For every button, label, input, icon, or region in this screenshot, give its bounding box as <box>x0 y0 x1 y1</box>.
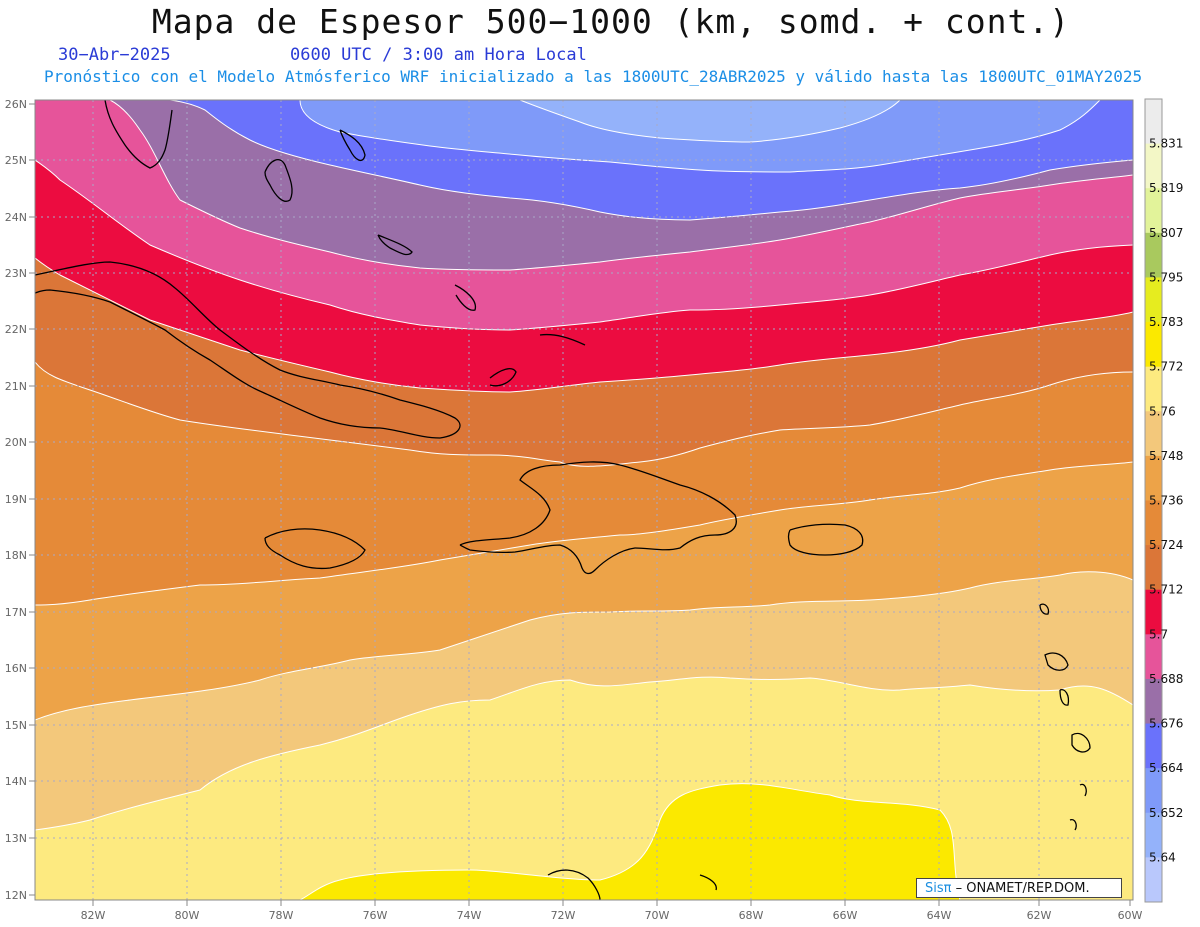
legend-swatch <box>1145 812 1162 858</box>
legend-swatch <box>1145 411 1162 457</box>
legend-label: 5.831 <box>1149 137 1183 151</box>
legend-label: 5.7 <box>1149 627 1168 641</box>
coast-antilles-2 <box>1071 732 1091 753</box>
legend-label: 5.748 <box>1149 449 1183 463</box>
contour-bands <box>35 100 1133 900</box>
legend-label: 5.807 <box>1149 226 1183 240</box>
lon-label: 80W <box>175 909 200 922</box>
coast-cuba <box>35 261 461 439</box>
coast-antilles-6 <box>1069 819 1077 831</box>
lat-label: 22N <box>5 323 27 336</box>
forecast-date: 30−Abr−2025 <box>58 45 171 65</box>
legend-label: 5.688 <box>1149 672 1183 686</box>
legend-swatch <box>1145 589 1162 635</box>
legend-swatch <box>1145 723 1162 769</box>
lon-label: 68W <box>739 909 764 922</box>
legend-swatch <box>1145 500 1162 546</box>
color-legend: 5.831 5.819 5.807 5.795 5.783 5.772 5.76 5.748 5… <box>1144 98 1183 903</box>
lat-label: 23N <box>5 267 27 280</box>
lon-label: 64W <box>927 909 952 922</box>
lat-label: 14N <box>5 775 27 788</box>
lon-label: 76W <box>363 909 388 922</box>
legend-label: 5.783 <box>1149 315 1183 329</box>
lat-label: 25N <box>5 154 27 167</box>
lon-label: 72W <box>551 909 576 922</box>
lat-label: 13N <box>5 832 27 845</box>
lat-label: 12N <box>5 889 27 902</box>
coastlines <box>35 100 1091 900</box>
legend-swatch <box>1145 143 1162 189</box>
legend-swatch <box>1145 678 1162 725</box>
legend-label: 5.819 <box>1149 181 1183 195</box>
coast-puerto-rico <box>787 523 864 556</box>
lat-label: 18N <box>5 549 27 562</box>
latitude-labels: 26N 25N 24N 23N 22N 21N 20N 19N 18N 17N … <box>5 98 27 902</box>
coast-jamaica <box>264 528 366 570</box>
lat-label: 21N <box>5 380 27 393</box>
model-description: Pronóstico con el Modelo Atmósferico WRF… <box>44 67 1143 86</box>
legend-swatch <box>1145 634 1162 680</box>
lat-label: 26N <box>5 98 27 111</box>
coast-antilles-3 <box>1059 689 1070 706</box>
coast-bahamas-3 <box>377 234 413 256</box>
coast-antilles-4 <box>1039 603 1050 615</box>
sis-logo-text: Sisπ <box>925 881 952 896</box>
lat-label: 20N <box>5 436 27 449</box>
coast-antilles-1 <box>1044 652 1069 671</box>
lon-label: 74W <box>457 909 482 922</box>
legend-label: 5.724 <box>1149 538 1183 552</box>
legend-swatch <box>1145 99 1162 145</box>
coast-bahamas-6 <box>539 333 586 346</box>
coast-bahamas-1 <box>264 159 293 202</box>
lon-label: 66W <box>833 909 858 922</box>
tick-marks <box>29 103 1131 906</box>
lon-label: 62W <box>1027 909 1052 922</box>
legend-swatch <box>1145 455 1162 501</box>
legend-label: 5.676 <box>1149 717 1183 731</box>
lon-label: 70W <box>645 909 670 922</box>
legend-label: 5.795 <box>1149 270 1183 284</box>
lat-label: 17N <box>5 606 27 619</box>
map-title: Mapa de Espesor 500−1000 (km, somd. + co… <box>151 2 1071 41</box>
coast-hispaniola <box>459 461 737 575</box>
credit-box: Sisπ – ONAMET/REP.DOM. <box>916 878 1122 898</box>
coast-bahamas-5 <box>489 368 517 387</box>
legend-label: 5.736 <box>1149 494 1183 508</box>
coast-florida <box>104 100 173 169</box>
lat-label: 24N <box>5 211 27 224</box>
legend-swatch <box>1145 857 1162 903</box>
legend-label: 5.772 <box>1149 360 1183 374</box>
lat-label: 16N <box>5 662 27 675</box>
legend-swatch <box>1145 322 1162 368</box>
coast-bahamas-2 <box>339 129 366 162</box>
legend-swatch <box>1145 768 1162 814</box>
coast-curacao <box>699 874 717 891</box>
graticule <box>35 100 1133 900</box>
legend-swatch <box>1145 232 1162 278</box>
coast-south-america <box>547 869 601 900</box>
legend-swatch <box>1145 277 1162 323</box>
legend-label: 5.652 <box>1149 806 1183 820</box>
legend-label: 5.76 <box>1149 404 1176 418</box>
legend-frame <box>1144 98 1163 903</box>
forecast-time: 0600 UTC / 3:00 am Hora Local <box>290 45 587 65</box>
legend-label: 5.712 <box>1149 583 1183 597</box>
lon-label: 78W <box>269 909 294 922</box>
legend-label: 5.664 <box>1149 761 1183 775</box>
lat-label: 19N <box>5 493 27 506</box>
lat-label: 15N <box>5 719 27 732</box>
coast-antilles-5 <box>1079 783 1087 797</box>
legend-swatch <box>1145 545 1162 591</box>
plot-frame <box>34 99 1134 901</box>
legend-swatch <box>1145 366 1162 412</box>
contour-lines <box>35 100 1133 900</box>
legend-swatch <box>1145 188 1162 234</box>
coast-bahamas-4 <box>454 284 477 311</box>
legend-label: 5.64 <box>1149 850 1176 864</box>
lon-label: 60W <box>1118 909 1143 922</box>
credit-org: – ONAMET/REP.DOM. <box>955 881 1090 896</box>
longitude-labels: 82W 80W 78W 76W 74W 72W 70W 68W 66W 64W … <box>81 909 1143 922</box>
lon-label: 82W <box>81 909 106 922</box>
